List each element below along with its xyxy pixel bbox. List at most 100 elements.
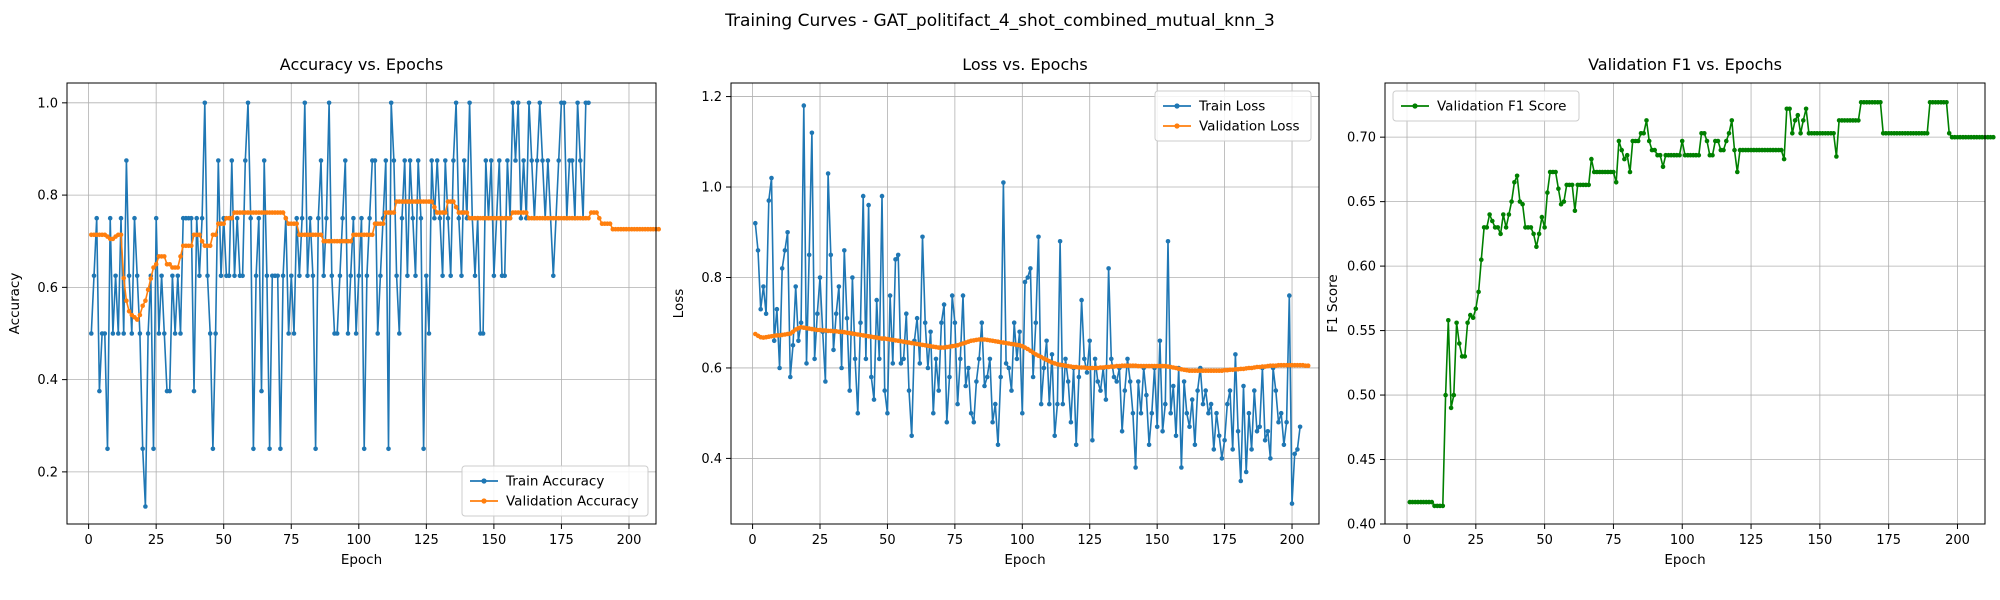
chart1-data-point xyxy=(199,215,205,221)
chart3-data-point xyxy=(1635,138,1641,144)
chart3-data-point xyxy=(1498,231,1503,237)
chart1-data-point xyxy=(437,215,443,221)
chart2-data-point xyxy=(958,356,963,362)
chart3-y-tick-label: 0.60 xyxy=(1347,260,1376,275)
chart2-data-point xyxy=(1111,374,1117,380)
chart3-data-point xyxy=(1503,225,1509,230)
chart3-series-1 xyxy=(1407,100,1996,509)
chart1-data-point xyxy=(234,215,240,221)
chart3-data-point xyxy=(1487,212,1492,217)
chart1-data-point xyxy=(540,158,545,163)
chart2-data-point xyxy=(922,320,928,326)
chart2-data-point xyxy=(852,356,858,362)
chart1-data-point xyxy=(324,215,329,221)
chart1-data-point xyxy=(318,232,324,238)
chart2-x-tick-label: 50 xyxy=(879,533,896,548)
chart2-data-point xyxy=(1246,410,1252,416)
chart2-data-point xyxy=(1257,424,1262,430)
chart1-data-point xyxy=(167,262,172,267)
chart3-data-point xyxy=(1803,106,1809,112)
chart2-data-point xyxy=(793,284,798,289)
chart2-data-point xyxy=(809,130,815,136)
chart1-data-point xyxy=(253,273,259,279)
chart3-data-point xyxy=(1732,147,1737,153)
chart2-data-point xyxy=(839,365,844,371)
chart1-data-point xyxy=(191,388,197,394)
chart1-legend-marker xyxy=(481,478,487,484)
chart3-data-point xyxy=(1512,180,1517,185)
chart1-data-point xyxy=(297,273,302,279)
chart3-title: Validation F1 vs. Epochs xyxy=(1588,55,1782,74)
chart2-data-point xyxy=(1276,419,1281,425)
chart3-data-point xyxy=(1619,147,1624,153)
chart1-data-point xyxy=(294,215,300,221)
chart1-y-tick-label: 0.4 xyxy=(37,373,58,388)
chart2-data-point xyxy=(920,234,925,240)
chart3-data-point xyxy=(1613,180,1619,185)
chart2-data-point xyxy=(928,329,933,335)
chart3-x-tick-label: 50 xyxy=(1536,533,1553,548)
chart1-x-tick-label: 75 xyxy=(283,533,300,548)
chart2-data-point xyxy=(1028,266,1033,271)
chart1-series-1 xyxy=(89,100,591,509)
chart1-data-point xyxy=(432,215,437,221)
chart3-data-point xyxy=(1586,182,1591,188)
chart3-data-point xyxy=(1553,169,1558,175)
chart2-data-point xyxy=(1020,410,1025,416)
chart1-data-point xyxy=(402,158,408,163)
chart1-group: 0 25 50 75 100 125 150 175 200 0.2 0.4 0.6 0.8 1.0 Acc… xyxy=(7,55,661,568)
chart1-data-point xyxy=(143,298,148,304)
chart2-data-point xyxy=(1262,438,1268,443)
chart2-data-point xyxy=(1211,447,1217,452)
chart3-data-point xyxy=(1611,169,1616,175)
chart2-data-point xyxy=(1181,379,1187,384)
chart2-data-point xyxy=(1009,388,1014,393)
chart2-data-point xyxy=(990,419,995,425)
chart2-data-point xyxy=(869,374,874,380)
chart3-data-point xyxy=(1715,138,1721,144)
chart3-data-point xyxy=(1946,131,1952,136)
chart3-data-point xyxy=(1589,156,1594,162)
chart2-data-point xyxy=(806,252,812,258)
chart3-data-point xyxy=(1991,134,1996,140)
chart3-data-point xyxy=(1476,289,1481,295)
chart2-data-point xyxy=(1154,424,1160,430)
chart2-data-point xyxy=(1076,374,1082,380)
chart2-data-point xyxy=(801,103,807,108)
chart3-data-point xyxy=(1457,341,1462,346)
chart3-data-point xyxy=(1440,503,1446,509)
chart2-data-point xyxy=(1122,388,1128,393)
chart1-x-tick-label: 25 xyxy=(148,533,165,548)
chart1-data-point xyxy=(386,446,391,452)
chart1-data-point xyxy=(537,100,543,106)
chart1-data-point xyxy=(524,210,529,215)
chart2-data-point xyxy=(1103,397,1109,402)
chart1-data-point xyxy=(243,158,248,163)
chart1-data-point xyxy=(586,215,591,221)
chart1-legend-box xyxy=(461,465,649,517)
chart3-data-point xyxy=(1545,190,1550,195)
chart2-data-point xyxy=(1203,388,1208,393)
chart2-data-point xyxy=(1087,338,1092,344)
chart1-series-2 xyxy=(89,199,661,322)
chart2-y-tick-label: 1.2 xyxy=(701,90,722,105)
chart1-data-point xyxy=(656,226,661,232)
chart2-data-point xyxy=(761,284,766,289)
chart2-data-point xyxy=(879,193,885,199)
chart3-data-point xyxy=(1677,152,1682,158)
chart1-data-point xyxy=(545,158,551,163)
chart3-y-tick-label: 0.70 xyxy=(1347,131,1376,146)
chart3-x-tick-label: 125 xyxy=(1739,533,1764,548)
chart2-data-point xyxy=(1273,388,1279,393)
chart2-series-line xyxy=(754,104,1301,505)
chart3-data-point xyxy=(1509,199,1514,204)
chart1-data-point xyxy=(459,273,464,279)
chart2-data-point xyxy=(758,306,763,312)
chart2-data-point xyxy=(1025,275,1030,280)
chart1-data-point xyxy=(391,210,397,215)
chart3-data-point xyxy=(1798,131,1803,136)
chart2-data-point xyxy=(909,433,914,439)
chart2-data-point xyxy=(1297,424,1303,430)
chart2-data-point xyxy=(777,365,782,371)
chart2-data-point xyxy=(1114,379,1119,384)
